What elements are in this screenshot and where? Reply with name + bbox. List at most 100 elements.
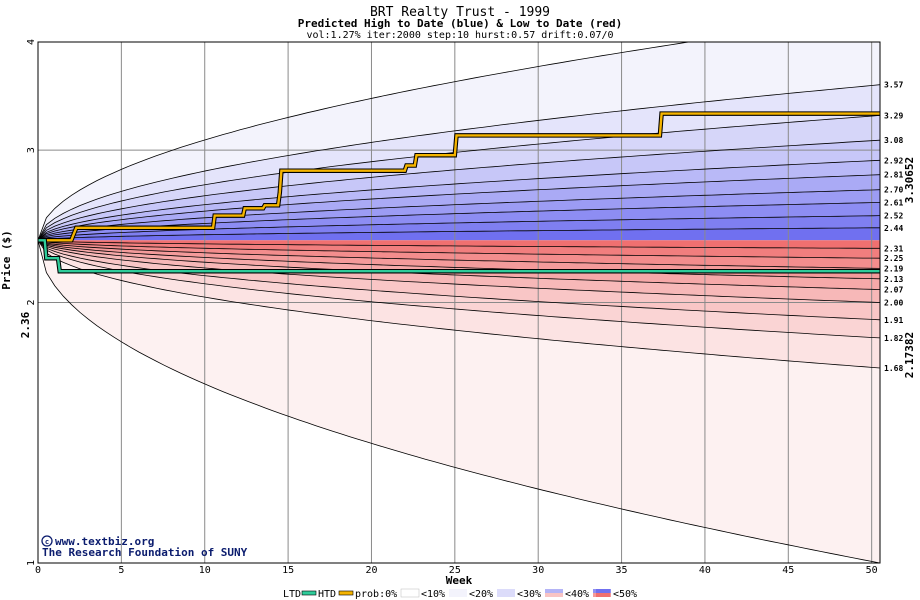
low-band: [38, 240, 880, 320]
high-band: [38, 174, 880, 241]
x-tick-label: 5: [118, 565, 124, 576]
legend-lt20-label: <20%: [469, 589, 493, 600]
quantile-label: 2.61: [884, 198, 903, 207]
legend-htd-label: HTD: [318, 589, 336, 600]
high-band: [38, 189, 880, 241]
quantile-curve: [38, 239, 880, 280]
quantile-label: 3.29: [884, 111, 903, 120]
quantile-curve: [38, 240, 880, 563]
high-band: [38, 140, 880, 241]
htd-path: [38, 112, 880, 242]
high-band: [38, 42, 880, 241]
quantile-curve: [38, 239, 880, 290]
quantile-curve: [38, 115, 880, 241]
quantile-label: 2.44: [884, 224, 903, 233]
x-tick-label: 50: [866, 565, 878, 576]
legend: LTD HTD prob:0% <10% <20% <30% <40% <50%: [283, 588, 637, 600]
legend-lt40-label: <40%: [565, 589, 589, 600]
x-tick-label: 20: [365, 565, 377, 576]
quantile-label: 2.52: [884, 212, 903, 221]
legend-ltd-label: LTD: [283, 589, 301, 600]
legend-lt50-swatch-high: [596, 589, 610, 593]
legend-lt30-swatch-high: [545, 589, 563, 593]
copyright-icon: [41, 535, 53, 547]
quantile-curves: [38, 42, 880, 563]
high-band: [38, 202, 880, 241]
high-band: [38, 160, 880, 241]
quantile-curve: [38, 227, 880, 241]
quantile-curve: [38, 42, 692, 241]
x-tick-label: 15: [282, 565, 294, 576]
low-band: [38, 240, 880, 249]
legend-lt50-swatch-low: [596, 593, 610, 597]
high-band: [38, 215, 880, 241]
legend-lt30-swatch-low: [545, 593, 563, 597]
legend-lt50-label: <50%: [613, 589, 637, 600]
quantile-curve: [38, 239, 880, 249]
credit-org: The Research Foundation of SUNY: [42, 546, 248, 559]
quantile-label: 1.68: [884, 364, 903, 373]
x-tick-label: 45: [782, 565, 794, 576]
quantile-labels: 3.57 3.29 3.08 2.92 2.81 2.70 2.61 2.52 2.44 2.31…: [884, 81, 903, 373]
plot-frame: [37, 41, 881, 564]
band-layer: [38, 42, 880, 563]
quantile-curve: [38, 202, 880, 241]
x-tick-label: 0: [35, 565, 41, 576]
quantile-label: 2.13: [884, 275, 903, 284]
low-band: [38, 240, 880, 303]
y-axis-label: Price ($): [0, 230, 13, 290]
legend-lt20-swatch: [497, 589, 515, 597]
y-tick-label: 2: [26, 299, 37, 305]
low-band: [38, 240, 880, 338]
quantile-label: 2.07: [884, 286, 903, 295]
x-tick-label: 40: [699, 565, 711, 576]
legend-lt30-label: <30%: [517, 589, 541, 600]
quantile-curve: [38, 239, 880, 303]
high-band: [38, 84, 880, 241]
chart-title: BRT Realty Trust - 1999: [370, 5, 550, 20]
x-tick-label: 25: [449, 565, 461, 576]
quantile-curve: [38, 240, 880, 369]
quantile-label: 3.57: [884, 81, 903, 90]
y-tick-label: 4: [26, 39, 37, 45]
quantile-label: 2.00: [884, 299, 903, 308]
ltd-path: [38, 239, 880, 273]
quantile-label: 2.81: [884, 171, 903, 180]
chart-params: vol:1.27% iter:2000 step:10 hurst:0.57 d…: [306, 30, 613, 41]
quantile-label: 2.25: [884, 254, 903, 263]
legend-prob0-label: prob:0%: [355, 589, 397, 600]
quantile-curve: [38, 239, 880, 259]
gridlines: [38, 42, 880, 563]
y-tick-label: 3: [26, 147, 37, 153]
quantile-curve: [38, 239, 880, 269]
copyright-icon-glyph: c: [45, 538, 49, 546]
extrema-paths: [38, 111, 880, 274]
x-tick-label: 30: [532, 565, 544, 576]
low-band: [38, 240, 880, 368]
quantile-label: 2.31: [884, 244, 903, 253]
quantile-label: 1.91: [884, 316, 903, 325]
quantile-curve: [38, 240, 880, 339]
quantile-curve: [38, 215, 880, 241]
high-band: [38, 227, 880, 241]
quantile-curve: [38, 139, 880, 241]
quantile-curve: [38, 84, 880, 241]
chart-subtitle: Predicted High to Date (blue) & Low to D…: [298, 17, 623, 30]
quantile-label: 2.92: [884, 156, 903, 165]
quantile-label: 1.82: [884, 334, 903, 343]
x-axis-label: Week: [446, 574, 473, 587]
credit-url: www.textbiz.org: [55, 535, 154, 548]
legend-lt10-swatch: [449, 589, 467, 597]
high-band: [38, 115, 880, 241]
axes: 0 5 10 15 20 25 30 35 40 45 50 1 2 3 4: [26, 39, 881, 576]
quantile-curve: [38, 159, 880, 241]
x-tick-label: 10: [199, 565, 211, 576]
quantile-label: 2.19: [884, 264, 903, 273]
legend-lt10-label: <10%: [421, 589, 445, 600]
start-price-label: 2.36: [19, 311, 32, 338]
htd-final-label: 3.30652: [903, 157, 916, 203]
legend-ltd-swatch: [301, 590, 317, 596]
y-tick-label: 1: [26, 560, 37, 566]
quantile-label: 2.70: [884, 186, 903, 195]
